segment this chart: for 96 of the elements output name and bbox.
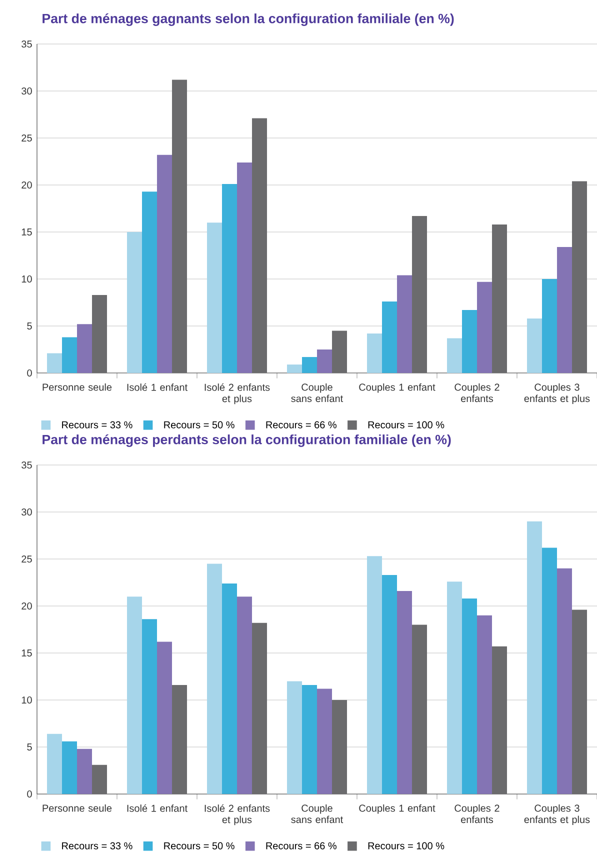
y-tick-label: 5 [27,322,32,330]
legend-label: Recours = 100 % [368,842,444,850]
bar [332,700,347,794]
legend-label: Recours = 100 % [368,421,444,428]
bar [316,349,332,373]
bar [92,294,107,373]
y-tick-label: 15 [22,228,32,236]
y-tick-label: 20 [22,602,32,610]
bar [462,598,477,794]
x-tick-label: Couple sans enfant [291,804,344,824]
bar [142,192,157,373]
x-tick-label: Isolé 2 enfants et plus [204,383,270,404]
bar [156,642,172,794]
bar [332,330,347,373]
x-tick-label: Couples 3 enfants et plus [524,383,590,404]
bar [382,302,397,373]
bar [446,338,462,373]
bar [462,310,477,373]
y-tick-label: 30 [22,87,32,95]
bar [366,556,382,794]
y-tick-label: 25 [22,555,32,563]
bar [62,741,77,794]
legend-label: Recours = 66 % [266,842,336,850]
bar [302,357,317,373]
bar [92,764,107,794]
bar [542,279,557,373]
x-tick-label: Couples 2 enfants [454,383,500,402]
bar [77,748,92,794]
bar [287,364,302,373]
bar [77,324,92,373]
chart-title: Part de ménages gagnants selon la configuration familiale (en %) [42,13,454,26]
bar [222,583,237,794]
y-tick-label: 15 [22,650,32,656]
bar [572,181,587,373]
chart-title: Part de ménages perdants selon la configuration familiale (en %) [42,434,451,447]
bar [412,216,427,373]
bar [477,615,492,794]
x-tick-label: Isolé 1 enfant [127,804,188,812]
x-tick-label: Couple sans enfant [291,383,344,402]
y-tick-label: 20 [22,181,32,189]
y-tick-label: 5 [27,744,32,750]
bar [222,184,237,373]
y-tick-label: 35 [22,40,32,48]
y-tick-label: 0 [27,369,32,377]
legend-label: Recours = 50 % [164,842,234,850]
bar [252,118,267,373]
x-tick-label: Isolé 2 enfants et plus [204,804,270,826]
x-tick-label: Couples 3 enfants et plus [524,804,590,826]
bar [142,619,157,794]
bar [206,564,222,794]
bar [492,646,507,794]
bar [237,596,252,794]
y-tick-label: 10 [22,275,32,283]
bar [492,224,507,373]
bar [206,222,222,373]
bar [47,734,62,794]
bar [156,154,172,373]
bar [542,548,557,794]
bar [302,684,317,794]
bar [366,334,382,373]
legend-label: Recours = 33 % [62,842,132,850]
bar [62,337,77,373]
y-tick-label: 10 [22,696,32,704]
bar [396,275,412,373]
bar [382,574,397,794]
y-tick-label: 0 [27,790,32,798]
y-tick-label: 25 [22,134,32,142]
bar [556,568,572,794]
bar [572,610,587,794]
bar [127,232,142,373]
x-tick-label: Personne seule [42,804,112,812]
x-tick-label: Isolé 1 enfant [127,383,188,391]
bar [316,688,332,794]
x-tick-label: Couples 1 enfant [359,804,436,814]
bar [172,80,187,373]
bar [127,596,142,794]
bar [47,353,62,373]
y-tick-label: 35 [22,461,32,469]
legend-label: Recours = 33 % [62,421,132,428]
bar [446,582,462,794]
legend-label: Recours = 66 % [266,421,336,428]
bar [237,162,252,373]
x-tick-label: Couples 1 enfant [359,383,436,393]
bar [556,247,572,373]
bar [477,282,492,373]
x-tick-label: Personne seule [42,383,112,391]
bar [252,622,267,794]
legend-label: Recours = 50 % [164,421,234,428]
bar [412,624,427,794]
bar [396,590,412,794]
y-tick-label: 30 [22,508,32,516]
bar [526,521,542,794]
bar [172,684,187,794]
x-tick-label: Couples 2 enfants [454,804,500,824]
bar [287,681,302,794]
bar [526,318,542,373]
